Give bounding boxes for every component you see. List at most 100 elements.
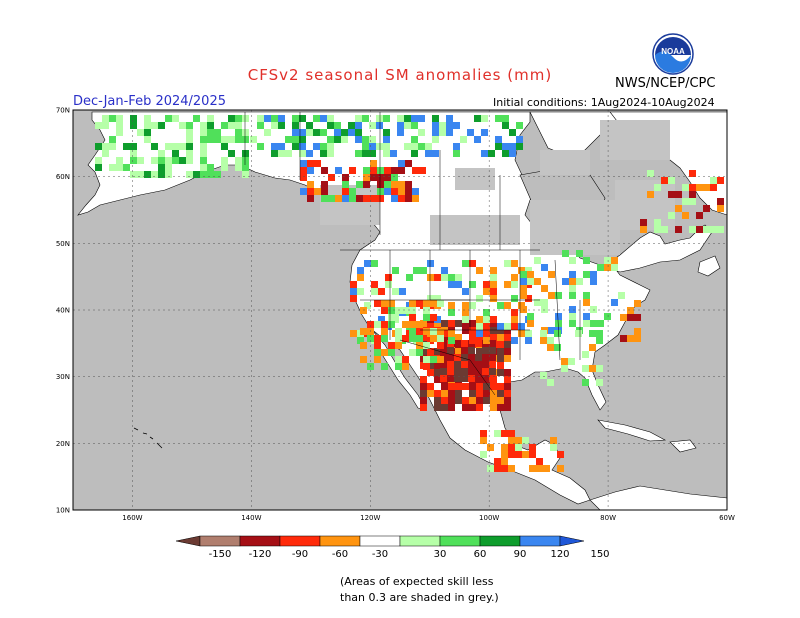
anomaly-cell <box>502 122 509 129</box>
anomaly-cell <box>710 226 717 233</box>
anomaly-cell <box>448 397 455 404</box>
anomaly-cell <box>313 143 320 150</box>
anomaly-cell <box>381 307 388 314</box>
anomaly-cell <box>541 306 548 313</box>
anomaly-cell <box>476 316 483 323</box>
anomaly-cell <box>228 150 235 157</box>
anomaly-cell <box>257 115 264 122</box>
anomaly-cell <box>130 143 137 150</box>
anomaly-cell <box>172 157 179 164</box>
anomaly-cell <box>590 320 597 327</box>
anomaly-cell <box>490 288 497 295</box>
anomaly-cell <box>264 129 271 136</box>
anomaly-cell <box>461 361 468 368</box>
anomaly-cell <box>703 226 710 233</box>
anomaly-cell <box>440 375 447 382</box>
anomaly-cell <box>165 157 172 164</box>
anomaly-cell <box>527 313 534 320</box>
anomaly-cell <box>696 184 703 191</box>
anomaly-cell <box>235 129 242 136</box>
anomaly-cell <box>395 335 402 342</box>
anomaly-cell <box>383 115 390 122</box>
newfoundland <box>697 255 721 277</box>
anomaly-cell <box>494 430 501 437</box>
anomaly-cell <box>441 330 448 337</box>
anomaly-cell <box>416 321 423 328</box>
anomaly-cell <box>568 358 575 365</box>
anomaly-cell <box>242 150 249 157</box>
colorbar-arrow-left <box>175 535 201 547</box>
anomaly-cell <box>447 368 454 375</box>
anomaly-cell <box>441 334 448 341</box>
anomaly-cell <box>130 150 137 157</box>
anomaly-cell <box>434 320 441 327</box>
colorbar-label: 120 <box>550 549 569 560</box>
anomaly-cell <box>416 335 423 342</box>
anomaly-cell <box>509 143 516 150</box>
anomaly-cell <box>327 136 334 143</box>
anomaly-cell <box>327 115 334 122</box>
colorbar-label: -150 <box>209 549 232 560</box>
anomaly-cell <box>520 271 527 278</box>
lon-label: 160W <box>122 514 142 522</box>
anomaly-cell <box>469 302 476 309</box>
anomaly-cell <box>647 191 654 198</box>
anomaly-cell <box>439 122 446 129</box>
anomaly-cell <box>427 369 434 376</box>
anomaly-cell <box>423 307 430 314</box>
anomaly-cell <box>432 129 439 136</box>
anomaly-cell <box>398 167 405 174</box>
anomaly-cell <box>476 397 483 404</box>
anomaly-cell <box>278 143 285 150</box>
anomaly-cell <box>362 150 369 157</box>
anomaly-cell <box>520 306 527 313</box>
anomaly-cell <box>102 143 109 150</box>
anomaly-cell <box>420 267 427 274</box>
anomaly-cell <box>427 348 434 355</box>
anomaly-cell <box>207 171 214 178</box>
anomaly-cell <box>453 150 460 157</box>
anomaly-cell <box>590 278 597 285</box>
lat-label: 70N <box>56 107 70 115</box>
anomaly-cell <box>634 314 641 321</box>
footnote-line-2: than 0.3 are shaded in grey.) <box>340 591 499 604</box>
anomaly-cell <box>364 302 371 309</box>
map-frame <box>72 109 728 511</box>
anomaly-cell <box>448 404 455 411</box>
lon-label: 120W <box>360 514 380 522</box>
anomaly-cell <box>370 195 377 202</box>
colorbar-swatch <box>519 535 561 547</box>
anomaly-cell <box>165 115 172 122</box>
anomaly-cell <box>313 115 320 122</box>
anomaly-cell <box>355 129 362 136</box>
anomaly-cell <box>242 136 249 143</box>
anomaly-cell <box>508 444 515 451</box>
colorbar-label: 30 <box>434 549 447 560</box>
anomaly-cell <box>441 274 448 281</box>
anomaly-cell <box>515 451 522 458</box>
anomaly-cell <box>350 330 357 337</box>
anomaly-cell <box>257 143 264 150</box>
anomaly-cell <box>490 397 497 404</box>
anomaly-cell <box>462 316 469 323</box>
anomaly-cell <box>440 361 447 368</box>
anomaly-cell <box>480 430 487 437</box>
anomaly-cell <box>557 451 564 458</box>
anomaly-cell <box>342 188 349 195</box>
anomaly-cell <box>398 195 405 202</box>
anomaly-cell <box>508 430 515 437</box>
anomaly-cell <box>543 465 550 472</box>
anomaly-cell <box>502 143 509 150</box>
anomaly-cell <box>207 164 214 171</box>
anomaly-cell <box>370 167 377 174</box>
anomaly-cell <box>374 321 381 328</box>
anomaly-cell <box>509 129 516 136</box>
anomaly-cell <box>172 150 179 157</box>
anomaly-cell <box>494 458 501 465</box>
anomaly-cell <box>383 129 390 136</box>
anomaly-cell <box>409 335 416 342</box>
anomaly-cell <box>371 288 378 295</box>
anomaly-cell <box>102 150 109 157</box>
anomaly-cell <box>476 404 483 411</box>
anomaly-cell <box>423 314 430 321</box>
